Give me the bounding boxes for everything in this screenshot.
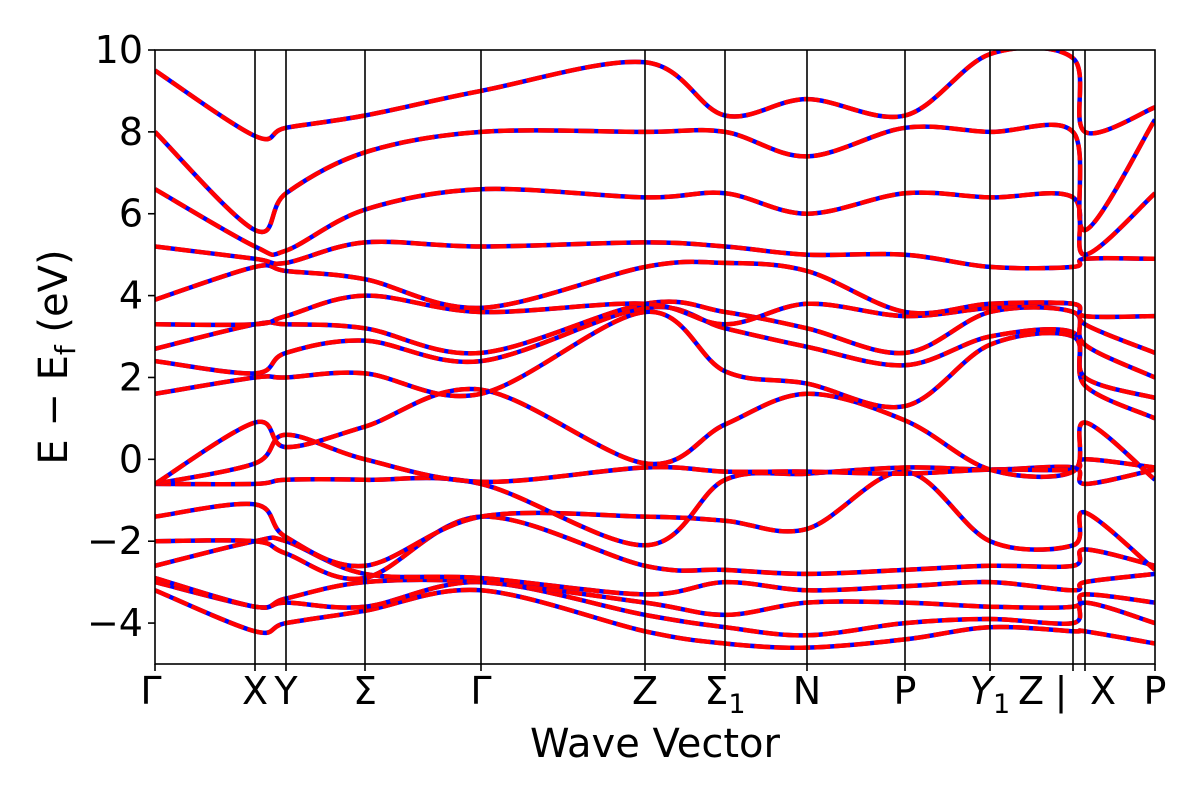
band-line-red-5: [155, 469, 1155, 572]
plot-frame: [154, 49, 1156, 665]
x-ticks: Γ X Y Σ Γ Z Σ1 N P Y1 Z | X P: [140, 664, 1166, 720]
x-tick-label: Z: [632, 669, 658, 713]
band-line-red-7: [155, 432, 1155, 487]
x-tick-label: P: [894, 669, 917, 713]
x-tick-label: X: [1090, 669, 1116, 713]
y-tick-label: 10: [95, 28, 143, 72]
y-tick-label: −4: [87, 601, 143, 645]
x-tick-label: Γ: [470, 669, 491, 713]
x-tick-label: Z: [1018, 669, 1044, 713]
y-tick-label: 0: [119, 437, 143, 481]
band-line-blue-16: [155, 118, 1155, 235]
y-ticks: −4 −2 0 2 4 6 8 10: [87, 28, 155, 645]
band-line-red-12: [155, 293, 1155, 355]
x-tick-label: Σ1: [704, 669, 745, 720]
y-tick-label: 8: [119, 110, 143, 154]
y-tick-label: 6: [119, 192, 143, 236]
x-axis-title: Wave Vector: [530, 721, 781, 767]
band-line-red-11: [155, 299, 1155, 380]
band-line-red-2: [155, 575, 1155, 618]
band-line-blue-5: [155, 469, 1155, 572]
x-tick-label: Y1: [970, 669, 1010, 720]
band-line-red-9: [155, 309, 1155, 421]
band-line-red-6: [155, 464, 1155, 548]
y-tick-label: 4: [119, 274, 143, 318]
band-line-blue-10: [155, 304, 1155, 401]
high-symmetry-lines: [254, 50, 1086, 664]
band-line-blue-4: [155, 514, 1155, 582]
band-line-red-10: [155, 304, 1155, 401]
x-tick-label: N: [793, 669, 821, 713]
x-tick-label: Γ: [140, 669, 161, 713]
y-tick-label: −2: [87, 519, 143, 563]
x-tick-label: Y: [273, 669, 298, 713]
band-line-red-17: [155, 50, 1155, 142]
band-line-blue-7: [155, 432, 1155, 487]
x-tick-label: P: [1144, 669, 1167, 713]
x-tick-label: X: [242, 669, 268, 713]
band-line-red-15: [155, 186, 1155, 257]
band-line-blue-9: [155, 309, 1155, 421]
y-axis-title: E − Ef (eV): [31, 249, 82, 464]
bands-layer: [155, 50, 1155, 650]
x-tick-label: Σ: [353, 669, 377, 713]
y-tick-label: 2: [119, 355, 143, 399]
band-line-red-8: [155, 386, 1155, 486]
band-line-red-16: [155, 118, 1155, 235]
band-line-red-13: [155, 259, 1155, 320]
x-tick-label: |: [1055, 669, 1068, 714]
